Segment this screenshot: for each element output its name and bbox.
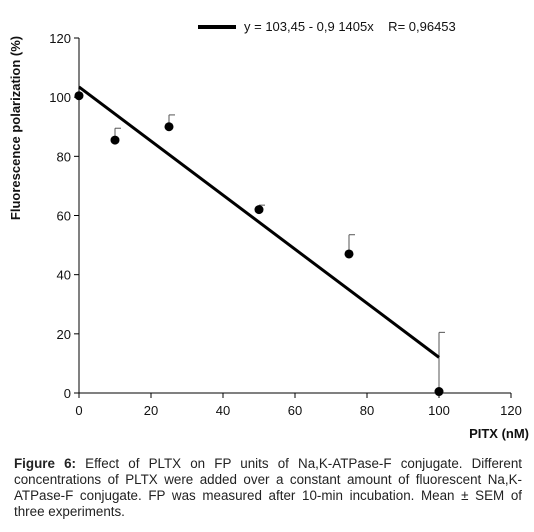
- data-points: [74, 91, 444, 397]
- data-point: [344, 249, 354, 259]
- figure-caption: Figure 6: Effect of PLTX on FP units of …: [14, 456, 522, 520]
- y-tick-label: 100: [49, 90, 71, 105]
- fit-line-group: [78, 85, 440, 359]
- legend-text: y = 103,45 - 0,9 1405x R= 0,96453: [244, 19, 456, 34]
- data-point: [74, 91, 84, 101]
- y-axis-label: Fluorescence polarization (%): [8, 36, 23, 220]
- chart: 0 20 40 60 80 100 120 0 20 40 60 80 100 120 y = 103,4…: [8, 19, 529, 441]
- data-point: [164, 122, 174, 132]
- y-tick-label: 60: [57, 209, 71, 224]
- x-tick-label: 100: [428, 403, 450, 418]
- x-axis-label: PITX (nM): [469, 426, 529, 441]
- error-bars: [114, 114, 445, 392]
- x-tick-label: 0: [75, 403, 82, 418]
- x-tick-label: 20: [144, 403, 158, 418]
- x-tick-label: 120: [500, 403, 522, 418]
- x-tick-label: 80: [360, 403, 374, 418]
- data-point: [254, 205, 264, 215]
- x-tick-label: 60: [288, 403, 302, 418]
- data-point: [434, 387, 444, 397]
- y-tick-label: 0: [64, 386, 71, 401]
- x-tick-label: 40: [216, 403, 230, 418]
- y-tick-label: 120: [49, 31, 71, 46]
- legend: y = 103,45 - 0,9 1405x R= 0,96453: [198, 19, 456, 34]
- caption-label: Figure 6:: [14, 456, 76, 471]
- data-point: [110, 135, 120, 145]
- fit-line: [78, 85, 440, 359]
- y-tick-label: 80: [57, 149, 71, 164]
- y-tick-label: 20: [57, 327, 71, 342]
- axes: 0 20 40 60 80 100 120 0 20 40 60 80 100 120: [49, 31, 522, 418]
- y-tick-label: 40: [57, 268, 71, 283]
- caption-text: Effect of PLTX on FP units of Na,K-ATPas…: [14, 456, 522, 519]
